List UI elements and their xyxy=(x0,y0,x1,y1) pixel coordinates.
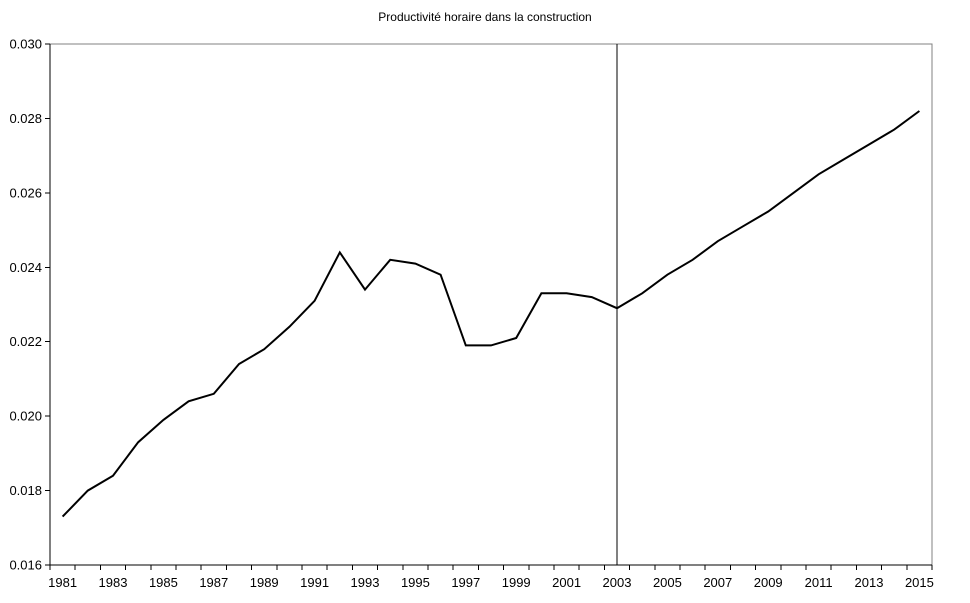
x-tick-label: 2007 xyxy=(703,575,732,590)
x-tick-label: 1999 xyxy=(502,575,531,590)
y-tick-label: 0.016 xyxy=(9,558,42,573)
x-tick-label: 1995 xyxy=(401,575,430,590)
y-tick-label: 0.030 xyxy=(9,37,42,52)
chart-title: Productivité horaire dans la constructio… xyxy=(378,10,592,24)
x-tick-label: 2001 xyxy=(552,575,581,590)
x-tick-label: 2015 xyxy=(905,575,934,590)
x-axis: 1981 1983 1985 1987 1989 1991 1993 1995 1997 1999… xyxy=(48,565,934,590)
plot-frame xyxy=(50,43,933,565)
y-tick-label: 0.028 xyxy=(9,111,42,126)
x-tick-label: 1983 xyxy=(99,575,128,590)
x-tick-label: 1987 xyxy=(199,575,228,590)
data-line xyxy=(61,110,920,518)
x-tick-label: 1993 xyxy=(351,575,380,590)
y-tick-label: 0.020 xyxy=(9,409,42,424)
x-tick-label: 2009 xyxy=(754,575,783,590)
x-tick-label: 1985 xyxy=(149,575,178,590)
x-tick-label: 1981 xyxy=(48,575,77,590)
y-tick-label: 0.026 xyxy=(9,185,42,200)
y-axis: 0.016 0.018 0.020 0.022 0.024 0.026 0.028 0.030 xyxy=(9,37,50,573)
x-tick-label: 2013 xyxy=(855,575,884,590)
x-tick-label: 2011 xyxy=(805,575,833,590)
y-tick-label: 0.022 xyxy=(9,334,42,349)
x-tick-label: 1989 xyxy=(250,575,279,590)
x-tick-label: 2005 xyxy=(653,575,682,590)
x-tick-label: 1997 xyxy=(451,575,480,590)
x-tick-label: 2003 xyxy=(603,575,632,590)
x-tick-label: 1991 xyxy=(300,575,329,590)
y-tick-label: 0.018 xyxy=(9,483,42,498)
y-tick-label: 0.024 xyxy=(9,260,42,275)
